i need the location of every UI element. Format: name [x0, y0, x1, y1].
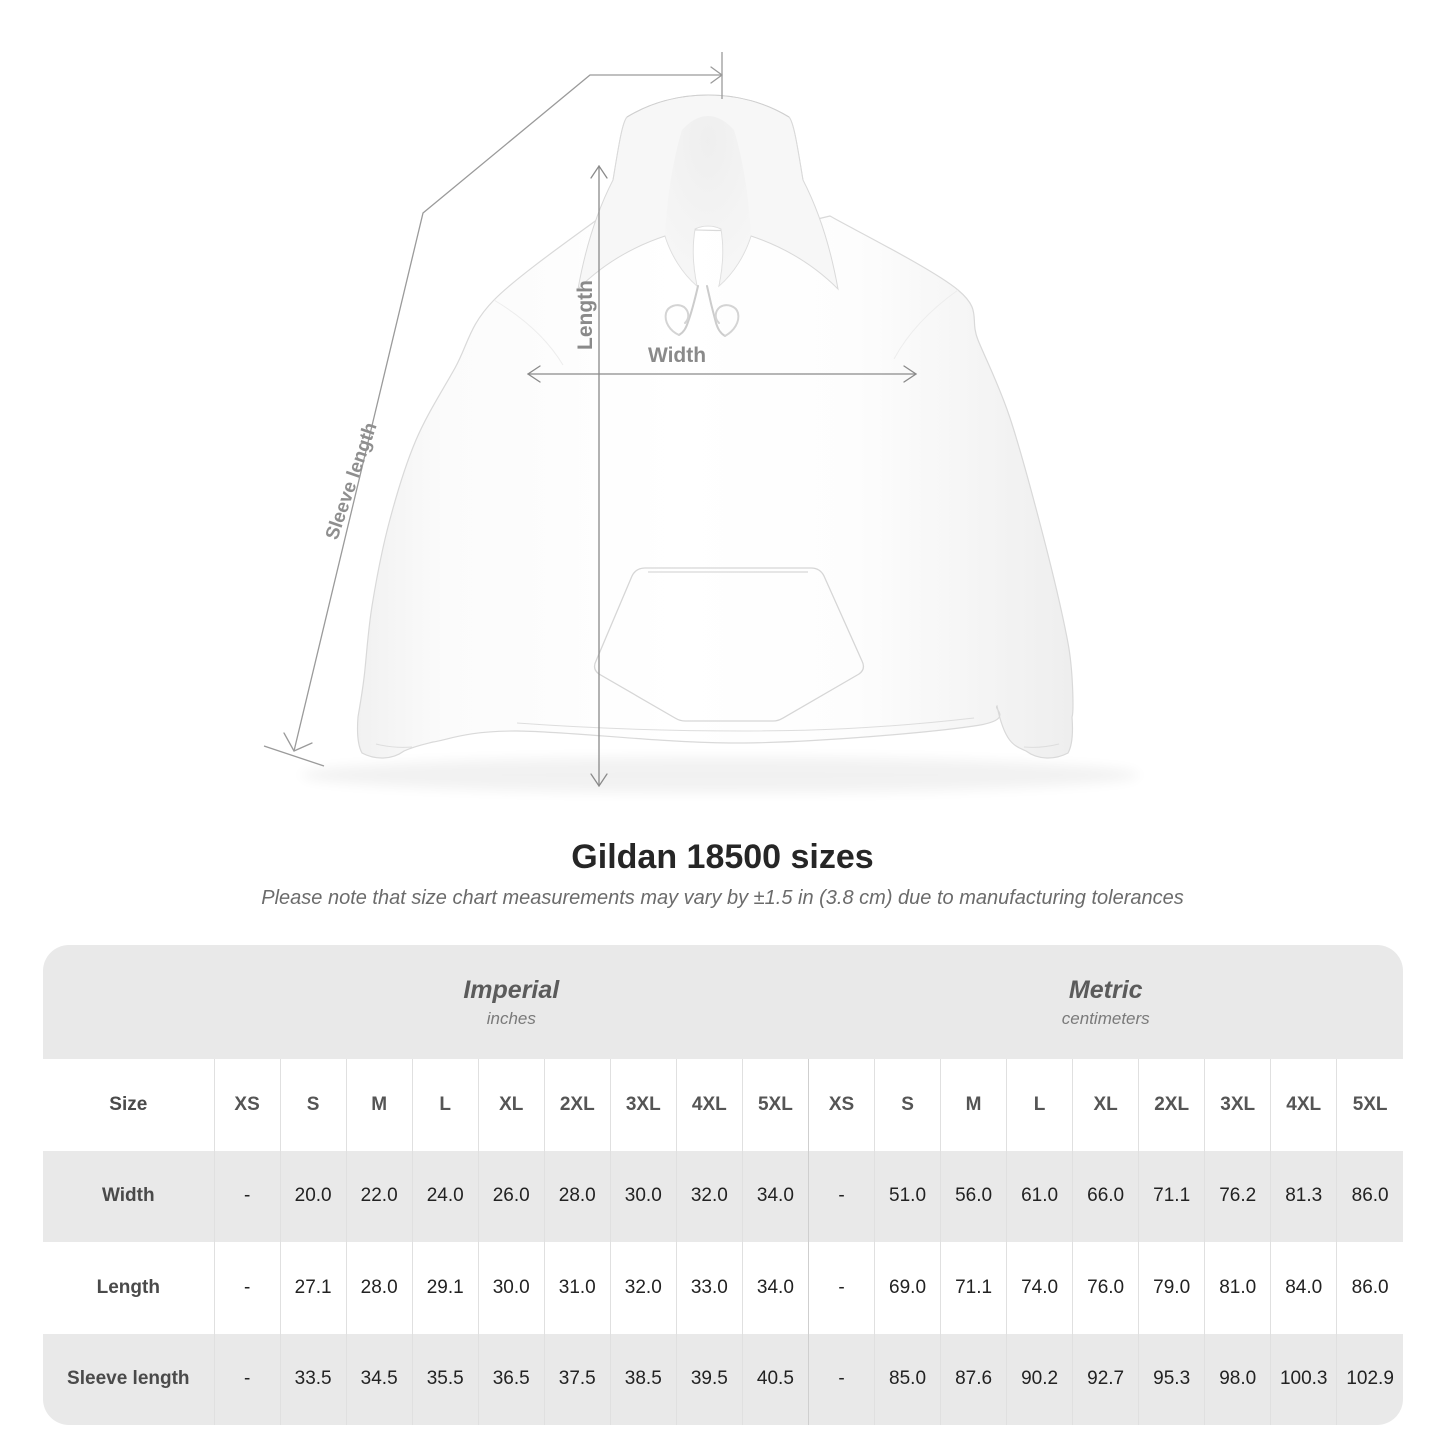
svg-text:Sleeve length: Sleeve length: [322, 420, 382, 543]
svg-text:Length: Length: [574, 280, 597, 350]
svg-text:Width: Width: [648, 344, 706, 367]
